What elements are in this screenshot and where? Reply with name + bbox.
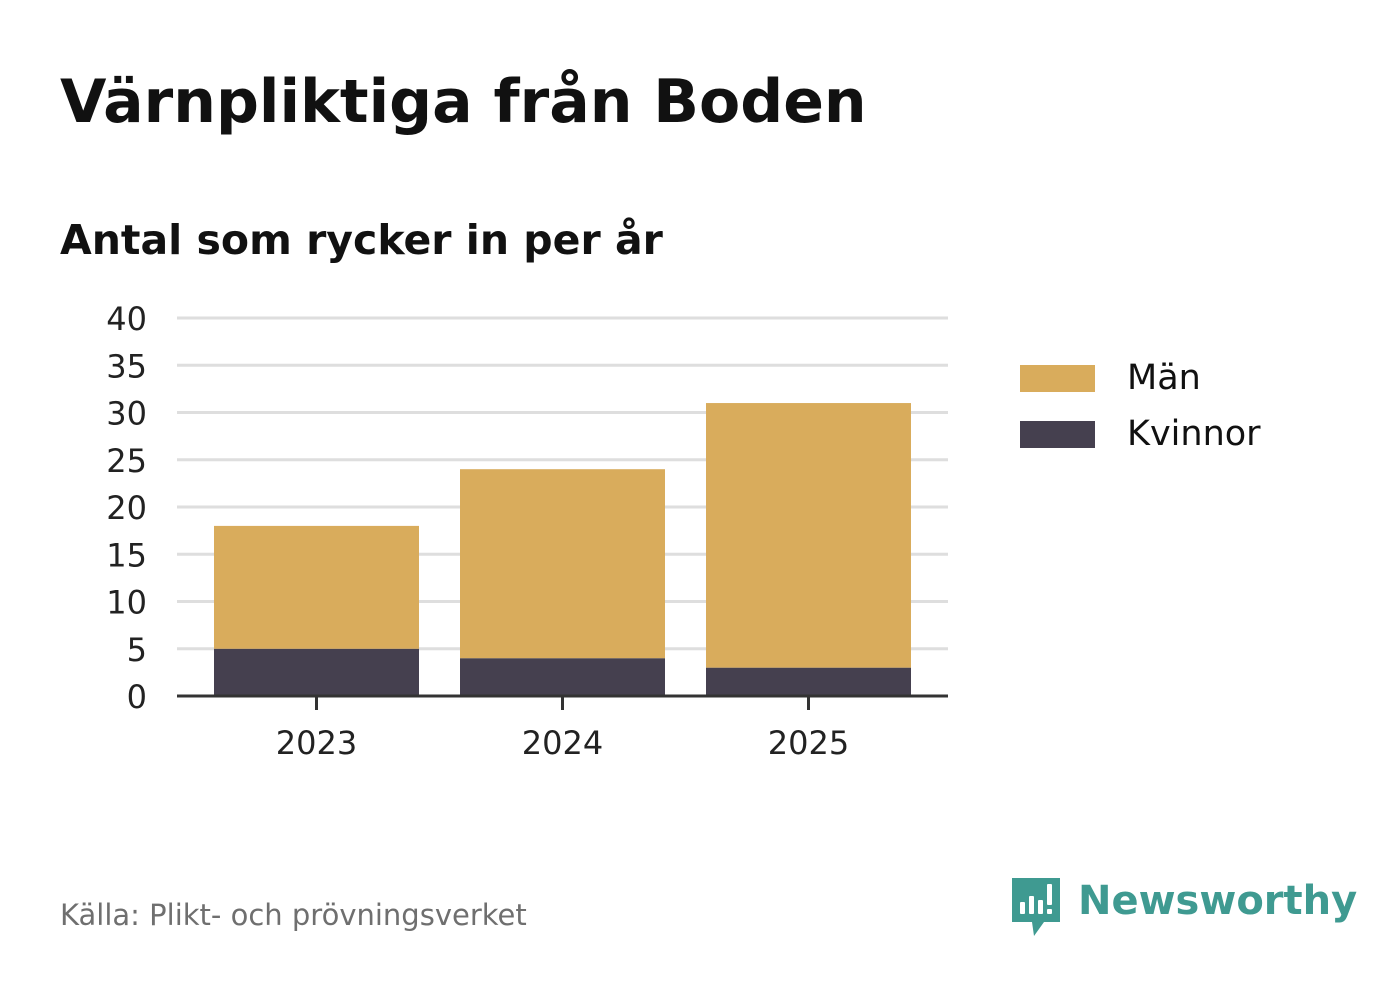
legend-item: Män [1020,350,1261,406]
source-note: Källa: Plikt- och prövningsverket [60,898,527,932]
chart-title: Värnpliktiga från Boden [60,67,867,137]
legend-label: Kvinnor [1127,414,1261,454]
bar-kvinnor-2023 [214,648,419,696]
chart-legend: Män Kvinnor [1020,350,1261,462]
y-tick-label: 40 [106,300,147,338]
x-tick-label: 2025 [768,724,849,762]
brand-name: Newsworthy [1078,878,1358,924]
legend-item: Kvinnor [1020,406,1261,462]
legend-swatch [1020,364,1095,392]
x-tick-label: 2023 [276,724,357,762]
y-tick-label: 30 [106,395,147,433]
y-tick-label: 5 [127,631,147,669]
newsworthy-logo-icon [1012,878,1060,936]
bar-mn-2024 [460,469,665,659]
legend-swatch [1020,420,1095,448]
x-tick-label: 2024 [522,724,603,762]
brand-logo: Newsworthy [1010,876,1357,938]
y-tick-label: 10 [106,584,147,622]
chart-subtitle: Antal som rycker in per år [60,216,663,264]
legend-label: Män [1127,358,1201,398]
y-tick-label: 35 [106,347,147,385]
bar-kvinnor-2024 [460,658,665,696]
y-tick-label: 0 [127,678,147,716]
y-tick-label: 25 [106,442,147,480]
y-tick-label: 20 [106,489,147,527]
bar-mn-2023 [214,525,419,649]
bar-mn-2025 [706,403,911,668]
bar-kvinnor-2025 [706,667,911,696]
y-tick-label: 15 [106,536,147,574]
